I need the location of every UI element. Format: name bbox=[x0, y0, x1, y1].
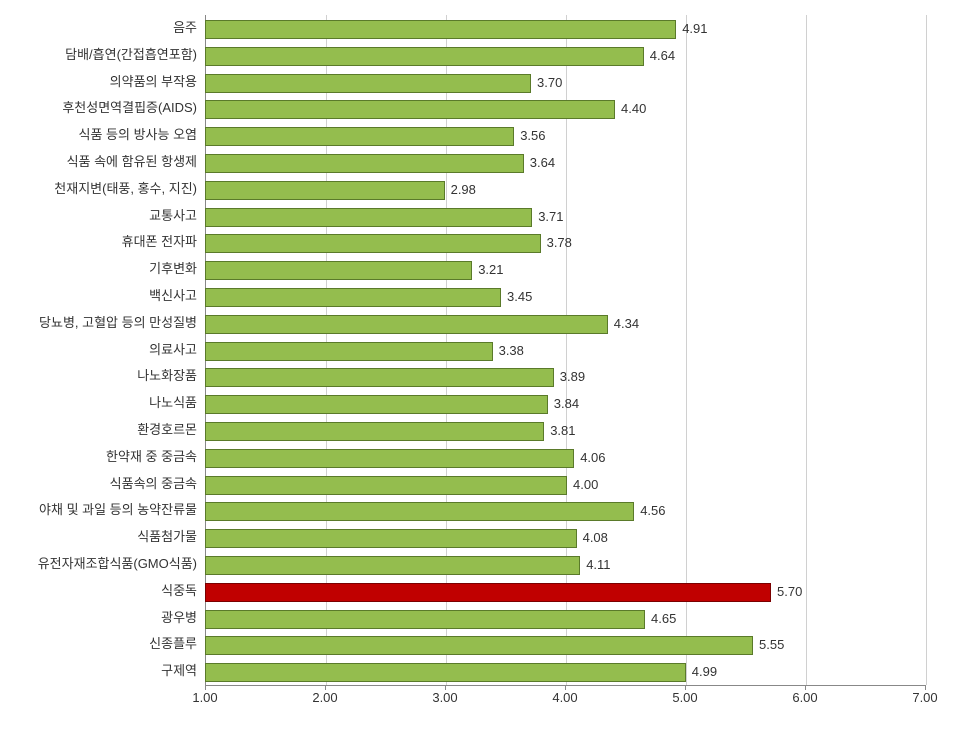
gridline bbox=[926, 15, 927, 685]
category-label: 나노식품 bbox=[149, 390, 197, 417]
y-labels-layer: 음주담배/흡연(간접흡연포함)의약품의 부작용후천성면역결핍증(AIDS)식품 … bbox=[10, 15, 730, 685]
category-label: 식품첨가물 bbox=[137, 524, 197, 551]
category-label: 휴대폰 전자파 bbox=[122, 229, 197, 256]
x-tick-label: 2.00 bbox=[312, 690, 337, 705]
x-tick-label: 5.00 bbox=[672, 690, 697, 705]
category-label: 백신사고 bbox=[149, 283, 197, 310]
category-label: 음주 bbox=[173, 15, 197, 42]
bar-chart: 1.002.003.004.005.006.007.00 4.914.643.7… bbox=[10, 10, 953, 719]
category-label: 식품속의 중금속 bbox=[110, 471, 197, 498]
category-label: 야채 및 과일 등의 농약잔류물 bbox=[39, 497, 197, 524]
category-label: 나노화장품 bbox=[137, 363, 197, 390]
category-label: 구제역 bbox=[161, 658, 197, 685]
category-label: 식품 속에 함유된 항생제 bbox=[67, 149, 197, 176]
category-label: 광우병 bbox=[161, 605, 197, 632]
x-tick-label: 4.00 bbox=[552, 690, 577, 705]
category-label: 담배/흡연(간접흡연포함) bbox=[65, 42, 197, 69]
value-label: 5.55 bbox=[759, 636, 784, 653]
x-tick-label: 6.00 bbox=[792, 690, 817, 705]
category-label: 신종플루 bbox=[149, 631, 197, 658]
category-label: 의약품의 부작용 bbox=[110, 69, 197, 96]
category-label: 교통사고 bbox=[149, 203, 197, 230]
x-axis: 1.002.003.004.005.006.007.00 bbox=[205, 690, 925, 710]
category-label: 환경호르몬 bbox=[137, 417, 197, 444]
x-tick-label: 1.00 bbox=[192, 690, 217, 705]
category-label: 유전자재조합식품(GMO식품) bbox=[38, 551, 197, 578]
x-tick-label: 7.00 bbox=[912, 690, 937, 705]
category-label: 식중독 bbox=[161, 578, 197, 605]
x-tick-label: 3.00 bbox=[432, 690, 457, 705]
category-label: 후천성면역결핍증(AIDS) bbox=[62, 95, 197, 122]
category-label: 식품 등의 방사능 오염 bbox=[79, 122, 197, 149]
category-label: 기후변화 bbox=[149, 256, 197, 283]
category-label: 당뇨병, 고혈압 등의 만성질병 bbox=[39, 310, 197, 337]
value-label: 5.70 bbox=[777, 583, 802, 600]
category-label: 한약재 중 중금속 bbox=[106, 444, 197, 471]
category-label: 천재지변(태풍, 홍수, 지진) bbox=[54, 176, 197, 203]
category-label: 의료사고 bbox=[149, 337, 197, 364]
